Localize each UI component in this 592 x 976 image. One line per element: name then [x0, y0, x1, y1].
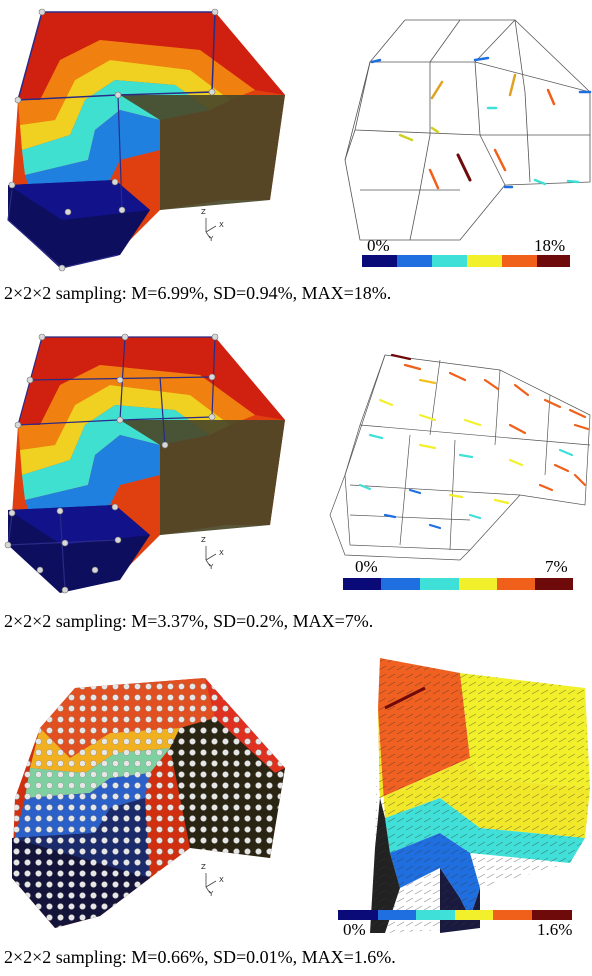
- colorbar: [338, 910, 572, 920]
- colorbar-min-label: 0%: [343, 920, 366, 940]
- figure-caption: 2×2×2 sampling: M=6.99%, SD=0.94%, MAX=1…: [4, 283, 391, 304]
- figure-caption: 2×2×2 sampling: M=3.37%, SD=0.2%, MAX=7%…: [4, 611, 373, 632]
- elbow-mesh-render: [8, 9, 285, 271]
- axis-label-x: X: [219, 221, 224, 229]
- axis-label-z: Z: [201, 208, 206, 216]
- axis-label-x: X: [219, 549, 224, 557]
- panel-2-graphics: [0, 325, 592, 615]
- colorbar-max-label: 1.6%: [537, 920, 572, 940]
- axis-label-y: Y: [209, 890, 213, 898]
- axis-label-x: X: [219, 876, 224, 884]
- panel-3-graphics: [0, 648, 592, 943]
- elbow-node-render: [12, 678, 285, 928]
- colorbar-max-label: 18%: [534, 236, 565, 256]
- displacement-arrows: [372, 58, 590, 188]
- panel-1-graphics: [0, 0, 592, 280]
- vector-field-render: [370, 658, 590, 933]
- figure-panel-1: Z X Y 0% 18% 2×2×2 sampling: M=6.99%, SD…: [0, 0, 592, 320]
- vector-wireframe: [345, 20, 590, 240]
- figure-panel-3: Z X Y 0% 1.6% 2×2×2 sampling: M=0.66%, S…: [0, 648, 592, 976]
- elbow-mesh-render: [5, 334, 285, 593]
- figure-panel-2: Z X Y 0% 7% 2×2×2 sampling: M=3.37%, SD=…: [0, 325, 592, 645]
- figure-caption: 2×2×2 sampling: M=0.66%, SD=0.01%, MAX=1…: [4, 947, 396, 968]
- axis-label-z: Z: [201, 863, 206, 871]
- axis-label-y: Y: [209, 563, 213, 571]
- vector-wireframe: [330, 355, 590, 560]
- colorbar-min-label: 0%: [355, 557, 378, 577]
- axis-label-z: Z: [201, 536, 206, 544]
- colorbar: [362, 255, 570, 267]
- colorbar-max-label: 7%: [545, 557, 568, 577]
- displacement-arrows: [360, 355, 588, 528]
- colorbar: [343, 578, 573, 590]
- colorbar-min-label: 0%: [367, 236, 390, 256]
- axis-label-y: Y: [209, 235, 213, 243]
